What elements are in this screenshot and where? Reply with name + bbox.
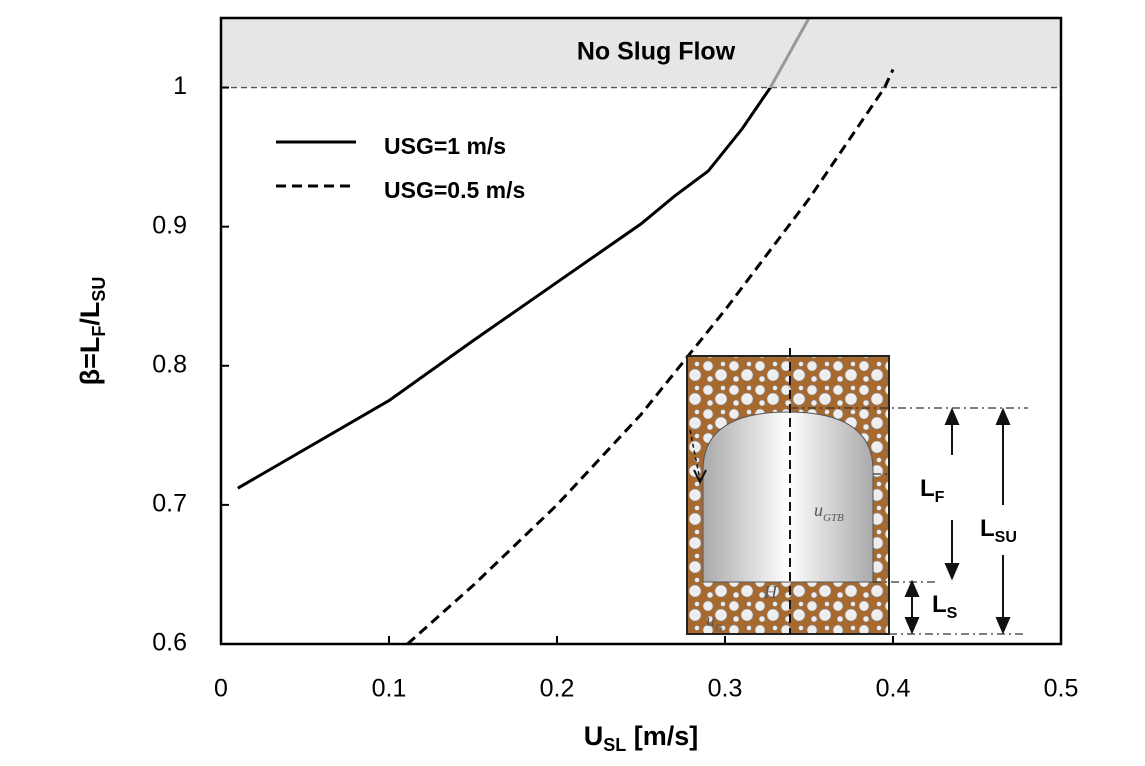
y-tick-label: 0.9 [152,211,187,239]
y-axis-title-part: SU [89,277,109,302]
slug-diagram: LF LSU LS uGTB H uG [686,348,1028,635]
x-axis-title-part: [m/s] [626,721,698,751]
x-tick-label: 0 [214,675,228,703]
inset-label: uG [706,610,723,633]
x-tick-label: 0.5 [1044,675,1079,703]
x-axis-title-part: SL [603,735,626,755]
inset-label: LSU [980,515,1017,546]
inset-label: LF [920,475,945,506]
inset-label: uGTB [814,500,844,523]
y-axis-title: β=LF/LSU [75,277,109,386]
x-tick-label: 0.3 [708,675,743,703]
series-line [406,88,887,646]
y-tick-label: 0.7 [152,489,187,517]
region-label: No Slug Flow [577,37,736,65]
x-tick-label: 0.4 [876,675,911,703]
legend-label: USG=1 m/s [384,133,506,159]
y-axis-title-part: /L [75,302,105,326]
y-tick-label: 1 [173,72,187,100]
legend-label: USG=0.5 m/s [384,177,525,203]
inset-label: LS [932,591,958,622]
axes: 0 0.1 0.2 0.3 0.4 0.5 0.6 0.7 0.8 0.9 1 USL [m/s] β=… [75,16,1079,755]
x-tick-label: 0.2 [540,675,575,703]
plot-area: No Slug Flow [221,17,1061,646]
y-axis-title-part: β=L [75,337,105,386]
x-axis-title: USL [m/s] [584,721,699,755]
region [221,18,1061,88]
plot-frame [219,16,1063,646]
y-tick-label: 0.6 [152,629,187,657]
x-axis-title-part: U [584,721,604,751]
x-tick-label: 0.1 [372,675,407,703]
inset-label: H [763,582,778,602]
y-tick-label: 0.8 [152,350,187,378]
series-line [237,88,772,490]
y-axis-title-part: F [89,326,109,337]
